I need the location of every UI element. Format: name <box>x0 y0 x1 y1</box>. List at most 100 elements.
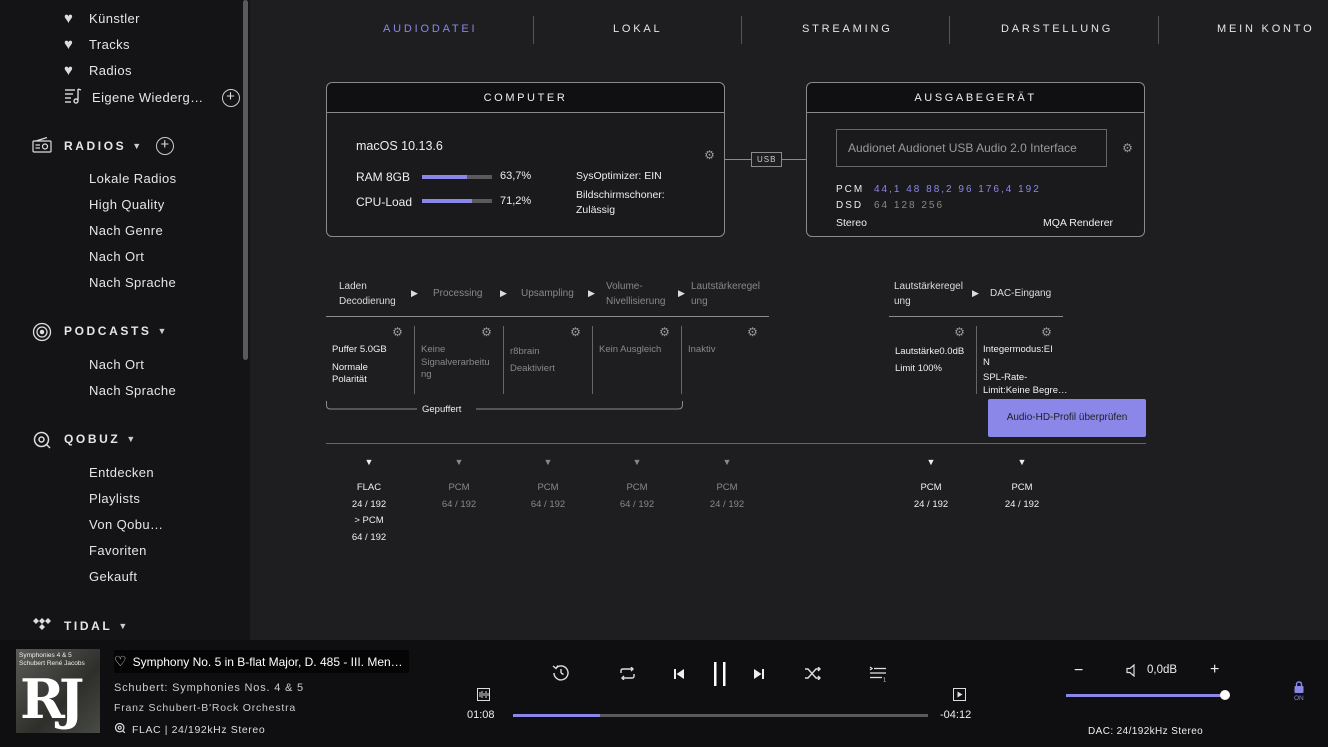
sidebar: ♥ Künstler ♥ Tracks ♥ Radios Eigene Wied… <box>0 0 250 640</box>
repeat-icon[interactable] <box>619 666 636 685</box>
tidal-icon <box>32 617 52 635</box>
sidebar-item-label: Radios <box>89 63 132 78</box>
add-playlist-icon[interactable]: + <box>221 88 240 107</box>
sidebar-item-lokale-radios[interactable]: Lokale Radios <box>89 171 177 186</box>
gear-icon[interactable]: ⚙ <box>1041 325 1052 339</box>
sidebar-item-nach-genre[interactable]: Nach Genre <box>89 223 164 238</box>
tab-streaming[interactable]: STREAMING <box>802 23 893 35</box>
heart-outline-icon[interactable]: ♡ <box>114 653 127 669</box>
lock-icon[interactable] <box>1293 680 1305 698</box>
sidebar-scrollbar[interactable] <box>243 0 248 360</box>
sidebar-item-podcasts-nach-ort[interactable]: Nach Ort <box>89 357 145 372</box>
audio-hd-profile-button[interactable]: Audio-HD-Profil überprüfen <box>988 399 1146 437</box>
cell-line: Kein Ausgleich <box>599 344 662 355</box>
add-radio-icon[interactable]: + <box>155 137 174 155</box>
ram-bar-fill <box>422 175 467 179</box>
volume-up-button[interactable]: + <box>1210 661 1220 678</box>
formats-divider <box>326 443 1146 444</box>
video-icon[interactable] <box>953 688 966 706</box>
tab-mein-konto[interactable]: MEIN KONTO <box>1217 23 1315 35</box>
artist-name[interactable]: Franz Schubert-B'Rock Orchestra <box>114 702 297 714</box>
stream-format-text: FLAC | 24/192kHz Stereo <box>132 723 266 736</box>
sidebar-item-kuenstler[interactable]: ♥ Künstler <box>64 11 140 26</box>
section-tidal[interactable]: TIDAL ▼ <box>32 617 130 635</box>
queue-icon[interactable]: 1 <box>869 666 887 687</box>
previous-track-icon[interactable] <box>673 667 685 685</box>
format-line: PCM <box>920 482 942 493</box>
cell-divider <box>592 326 593 394</box>
output-device-select[interactable]: Audionet Audionet USB Audio 2.0 Interfac… <box>836 129 1107 167</box>
speaker-icon[interactable] <box>1126 663 1139 682</box>
progress-slider-fill <box>513 714 601 717</box>
sidebar-item-podcasts-nach-sprache[interactable]: Nach Sprache <box>89 383 177 398</box>
sidebar-item-radios-fav[interactable]: ♥ Radios <box>64 63 132 78</box>
shuffle-icon[interactable] <box>804 666 822 685</box>
chain-step-line: Decodierung <box>339 296 396 307</box>
cpu-label: CPU-Load <box>356 195 413 209</box>
waveform-icon[interactable] <box>477 688 490 706</box>
elapsed-time: 01:08 <box>467 709 495 721</box>
sidebar-item-favoriten[interactable]: Favoriten <box>89 543 147 558</box>
format-volume: PCM 64 / 192 <box>597 480 677 513</box>
gear-icon[interactable]: ⚙ <box>1122 141 1133 155</box>
sidebar-item-nach-ort[interactable]: Nach Ort <box>89 249 145 264</box>
volume-down-button[interactable]: − <box>1074 662 1084 679</box>
pause-icon[interactable] <box>712 661 728 692</box>
volume-slider[interactable] <box>1066 694 1226 697</box>
section-qobuz[interactable]: QOBUZ ▼ <box>32 430 138 449</box>
sidebar-item-tracks[interactable]: ♥ Tracks <box>64 37 130 52</box>
cell-line: N <box>983 356 990 368</box>
tab-darstellung[interactable]: DARSTELLUNG <box>1001 23 1114 35</box>
section-title: TIDAL <box>64 619 113 633</box>
track-title[interactable]: ♡ Symphony No. 5 in B-flat Major, D. 485… <box>114 650 409 673</box>
cell-line: Lautstärke0.0dB <box>895 346 965 357</box>
tab-lokal[interactable]: LOKAL <box>613 23 663 35</box>
next-track-icon[interactable] <box>753 667 765 685</box>
chevron-down-icon[interactable]: ▼ <box>157 326 169 336</box>
album-cover[interactable]: Symphonies 4 & 5 Schubert René Jacobs RJ <box>16 649 100 733</box>
gear-icon[interactable]: ⚙ <box>481 325 492 339</box>
sidebar-item-playlists[interactable]: Playlists <box>89 491 141 506</box>
sidebar-item-von-qobuz[interactable]: Von Qobu… <box>89 517 164 532</box>
chain-step-line: Volume- <box>606 281 643 292</box>
section-radios[interactable]: RADIOS ▼ + <box>32 136 174 155</box>
cell-dac-input: Integermodus:EI N SPL-Rate- Limit:Keine … <box>983 344 1067 397</box>
volume-slider-handle[interactable] <box>1220 690 1230 700</box>
buffered-bracket <box>326 401 683 410</box>
gear-icon[interactable]: ⚙ <box>747 325 758 339</box>
chevron-down-icon[interactable]: ▼ <box>118 621 130 631</box>
tab-divider <box>741 16 742 44</box>
format-upsampling: PCM 64 / 192 <box>508 480 588 513</box>
gear-icon[interactable]: ⚙ <box>704 148 715 162</box>
chevron-down-icon[interactable]: ▼ <box>126 434 138 444</box>
gear-icon[interactable]: ⚙ <box>392 325 403 339</box>
sysoptimizer-status: SysOptimizer: EIN <box>576 170 662 182</box>
gear-icon[interactable]: ⚙ <box>659 325 670 339</box>
cell-line: Integermodus:EI <box>983 344 1053 355</box>
format-line: 24 / 192 <box>913 498 949 510</box>
tab-audiodatei[interactable]: AUDIODATEI <box>383 23 478 35</box>
sidebar-item-entdecken[interactable]: Entdecken <box>89 465 155 480</box>
cover-text: Symphonies 4 & 5 Schubert René Jacobs <box>19 652 85 668</box>
sidebar-item-nach-sprache[interactable]: Nach Sprache <box>89 275 177 290</box>
track-title-text: Symphony No. 5 in B-flat Major, D. 485 -… <box>132 654 403 669</box>
chain-step-processing: Processing <box>433 288 483 299</box>
section-podcasts[interactable]: PODCASTS ▼ <box>32 322 169 342</box>
replay-icon[interactable] <box>552 664 570 687</box>
album-name[interactable]: Schubert: Symphonies Nos. 4 & 5 <box>114 682 304 694</box>
panel-title: COMPUTER <box>327 83 724 113</box>
gear-icon[interactable]: ⚙ <box>570 325 581 339</box>
progress-slider[interactable] <box>513 714 928 717</box>
sidebar-item-playlists-own[interactable]: Eigene Wiederg… + <box>64 88 240 107</box>
cell-processing: Keine Signalverarbeitu ng <box>421 344 490 382</box>
volume-value: 0,0dB <box>1147 664 1178 676</box>
sidebar-item-gekauft[interactable]: Gekauft <box>89 569 138 584</box>
format-line: 24 / 192 <box>351 498 387 510</box>
gear-icon[interactable]: ⚙ <box>954 325 965 339</box>
chain-arrow-icon: ▶ <box>972 288 979 298</box>
cell-divider <box>976 326 977 394</box>
chevron-down-icon[interactable]: ▼ <box>132 141 144 151</box>
sidebar-item-high-quality[interactable]: High Quality <box>89 197 165 212</box>
svg-text:1: 1 <box>883 678 886 683</box>
format-line: 24 / 192 <box>1004 498 1040 510</box>
